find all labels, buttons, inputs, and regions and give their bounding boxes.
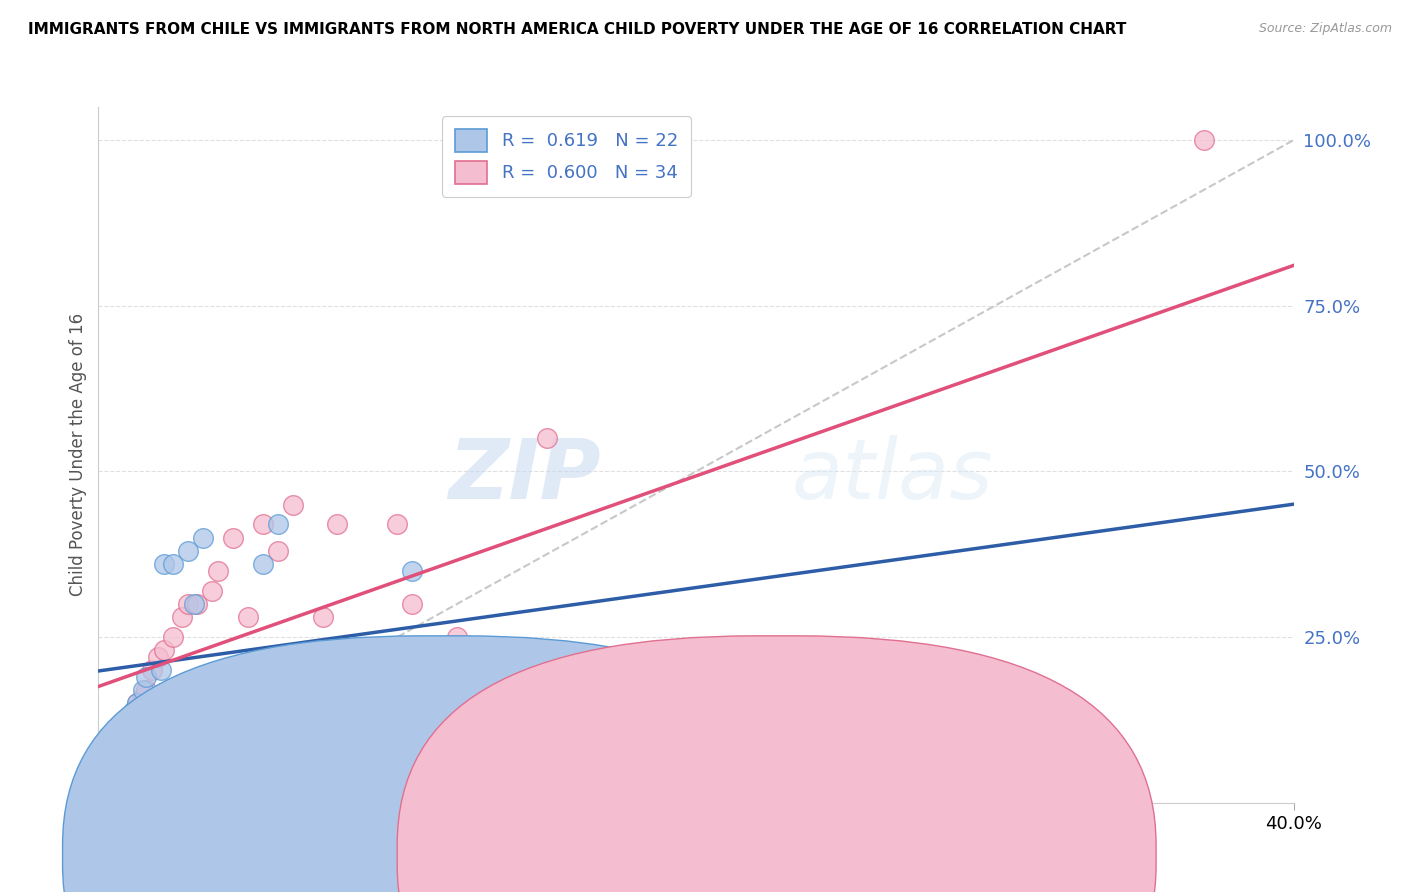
Point [117, 709, 139, 723]
Point [132, 683, 155, 698]
Point [148, 650, 170, 665]
Point [416, 650, 439, 665]
Point [153, 643, 176, 657]
Point [141, 663, 163, 677]
Point [326, 517, 349, 532]
Point [356, 703, 378, 717]
Point [252, 517, 274, 532]
Point [127, 697, 149, 711]
Point [135, 683, 157, 698]
Point [132, 690, 155, 704]
Point [177, 544, 200, 558]
Point [111, 743, 134, 757]
Point [446, 630, 468, 644]
Point [172, 610, 194, 624]
Point [124, 709, 146, 723]
Point [124, 703, 146, 717]
Text: Immigrants from North America: Immigrants from North America [810, 846, 1074, 864]
Y-axis label: Child Poverty Under the Age of 16: Child Poverty Under the Age of 16 [69, 313, 87, 597]
Text: IMMIGRANTS FROM CHILE VS IMMIGRANTS FROM NORTH AMERICA CHILD POVERTY UNDER THE A: IMMIGRANTS FROM CHILE VS IMMIGRANTS FROM… [28, 22, 1126, 37]
Point [162, 630, 184, 644]
Text: Source: ZipAtlas.com: Source: ZipAtlas.com [1258, 22, 1392, 36]
Point [117, 723, 139, 737]
Point [236, 610, 259, 624]
Point [207, 564, 229, 578]
Point [385, 517, 409, 532]
Point [311, 610, 333, 624]
Point [191, 531, 214, 545]
Point [177, 597, 200, 611]
Point [281, 498, 304, 512]
Point [153, 558, 176, 572]
Point [401, 564, 423, 578]
Text: atlas: atlas [792, 435, 993, 516]
Point [150, 663, 173, 677]
Point [475, 650, 498, 665]
FancyBboxPatch shape [398, 636, 1156, 892]
Point [141, 723, 163, 737]
Point [127, 697, 149, 711]
Point [222, 531, 245, 545]
Point [183, 597, 205, 611]
Legend: R =  0.619   N = 22, R =  0.600   N = 34: R = 0.619 N = 22, R = 0.600 N = 34 [441, 116, 690, 197]
Point [401, 597, 423, 611]
Point [148, 690, 170, 704]
Point [103, 730, 125, 744]
Point [745, 676, 768, 690]
Point [135, 670, 157, 684]
Point [252, 558, 274, 572]
Point [201, 583, 224, 598]
Text: Immigrants from Chile: Immigrants from Chile [475, 846, 661, 864]
Point [371, 716, 394, 731]
Point [506, 663, 529, 677]
Point [186, 597, 208, 611]
Point [162, 558, 184, 572]
Point [267, 544, 290, 558]
Text: ZIP: ZIP [447, 435, 600, 516]
Point [356, 676, 378, 690]
Point [326, 743, 349, 757]
Point [103, 736, 125, 750]
FancyBboxPatch shape [63, 636, 821, 892]
Point [267, 517, 290, 532]
Point [111, 716, 134, 731]
Point [281, 663, 304, 677]
Point [1192, 133, 1215, 147]
Point [108, 730, 131, 744]
Point [536, 431, 558, 445]
